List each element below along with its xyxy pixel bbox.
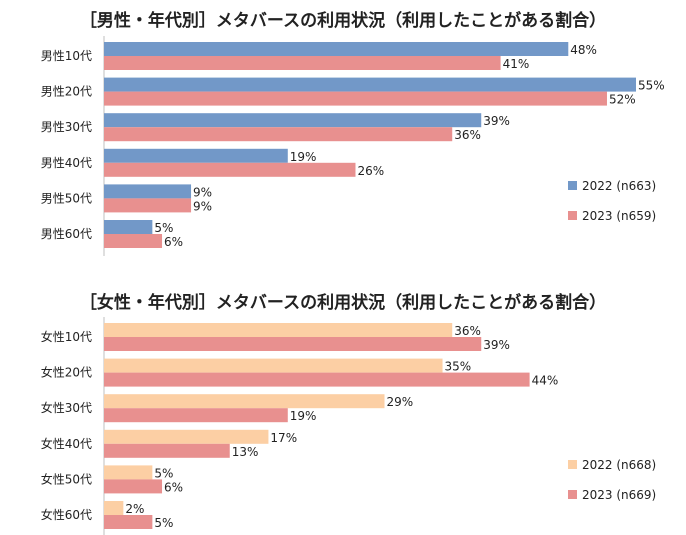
legend-swatch: [568, 181, 577, 190]
bar: [104, 91, 607, 106]
category-label: 男性30代: [41, 120, 92, 134]
data-label: 6%: [164, 235, 183, 249]
data-label: 36%: [454, 324, 481, 338]
bar: [104, 337, 482, 351]
category-label: 男性50代: [41, 191, 92, 205]
data-label: 5%: [154, 466, 173, 480]
male-bar-chart: 男性10代 48% 41% 男性20代 55%52% 男性30代 39%36% 男性40代 19…: [41, 36, 665, 256]
data-label: 52%: [609, 93, 636, 107]
data-label: 13%: [232, 445, 259, 459]
data-label: 19%: [290, 150, 317, 164]
bar: [104, 443, 230, 458]
data-label: 44%: [532, 374, 559, 388]
bar: [104, 501, 124, 515]
data-label: 36%: [454, 128, 481, 142]
legend-label: 2022 (n668): [582, 458, 656, 472]
legend-label: 2023 (n669): [582, 488, 656, 502]
category-label: 女性20代: [41, 365, 92, 380]
legend-swatch: [568, 490, 577, 499]
data-label: 29%: [387, 395, 414, 409]
legend-swatch: [568, 211, 577, 220]
data-label: 19%: [290, 409, 317, 423]
data-label: 39%: [483, 338, 510, 352]
category-label: 女性40代: [41, 436, 92, 451]
bar: [104, 358, 443, 373]
chart-title: ［女性・年代別］メタバースの利用状況（利用したことがある割合）: [79, 293, 607, 313]
bar: [104, 234, 163, 248]
category-label: 男性40代: [41, 156, 92, 170]
chart-title: ［男性・年代別］メタバースの利用状況（利用したことがある割合）: [79, 11, 607, 31]
data-label: 55%: [638, 79, 665, 93]
bar: [104, 113, 482, 128]
data-label: 2%: [125, 502, 144, 516]
category-label: 女性30代: [41, 400, 92, 415]
category-label: 男性60代: [41, 227, 92, 241]
data-label: 6%: [164, 480, 183, 494]
bar: [104, 184, 192, 199]
bar: [104, 479, 163, 494]
bar: [104, 394, 385, 409]
bar: [104, 148, 288, 163]
bar: [104, 372, 530, 387]
data-label: 9%: [193, 185, 212, 199]
data-label: 48%: [570, 43, 597, 57]
bar: [104, 198, 192, 213]
legend-label: 2022 (n663): [582, 179, 656, 193]
female-bar-chart: 女性10代 36%39% 女性20代 35% 44% 女性30代 29% 19% 女性40代 17…: [41, 317, 656, 535]
legend-swatch: [568, 460, 577, 469]
bar: [104, 77, 636, 92]
female-chart-panel: ［女性・年代別］メタバースの利用状況（利用したことがある割合） 女性10代 36%…: [0, 280, 686, 535]
data-label: 26%: [357, 164, 384, 178]
bar: [104, 127, 453, 142]
bar: [104, 323, 453, 337]
category-label: 男性10代: [41, 49, 92, 63]
data-label: 41%: [503, 57, 530, 71]
data-label: 5%: [154, 516, 173, 530]
data-label: 17%: [270, 431, 297, 445]
legend-label: 2023 (n659): [582, 209, 656, 223]
male-chart-panel: ［男性・年代別］メタバースの利用状況（利用したことがある割合） 男性10代 48%…: [0, 0, 686, 265]
category-label: 男性20代: [41, 85, 92, 99]
data-label: 39%: [483, 114, 510, 128]
data-label: 9%: [193, 199, 212, 213]
bar: [104, 465, 153, 480]
category-label: 女性50代: [41, 471, 92, 486]
bar: [104, 515, 153, 529]
category-label: 女性10代: [41, 329, 92, 344]
bar: [104, 162, 356, 177]
data-label: 5%: [154, 221, 173, 235]
category-label: 女性60代: [41, 507, 92, 522]
bar: [104, 429, 269, 444]
bar: [104, 56, 501, 70]
data-label: 35%: [445, 360, 472, 374]
bar: [104, 220, 153, 234]
bar: [104, 408, 288, 423]
bar: [104, 42, 569, 56]
